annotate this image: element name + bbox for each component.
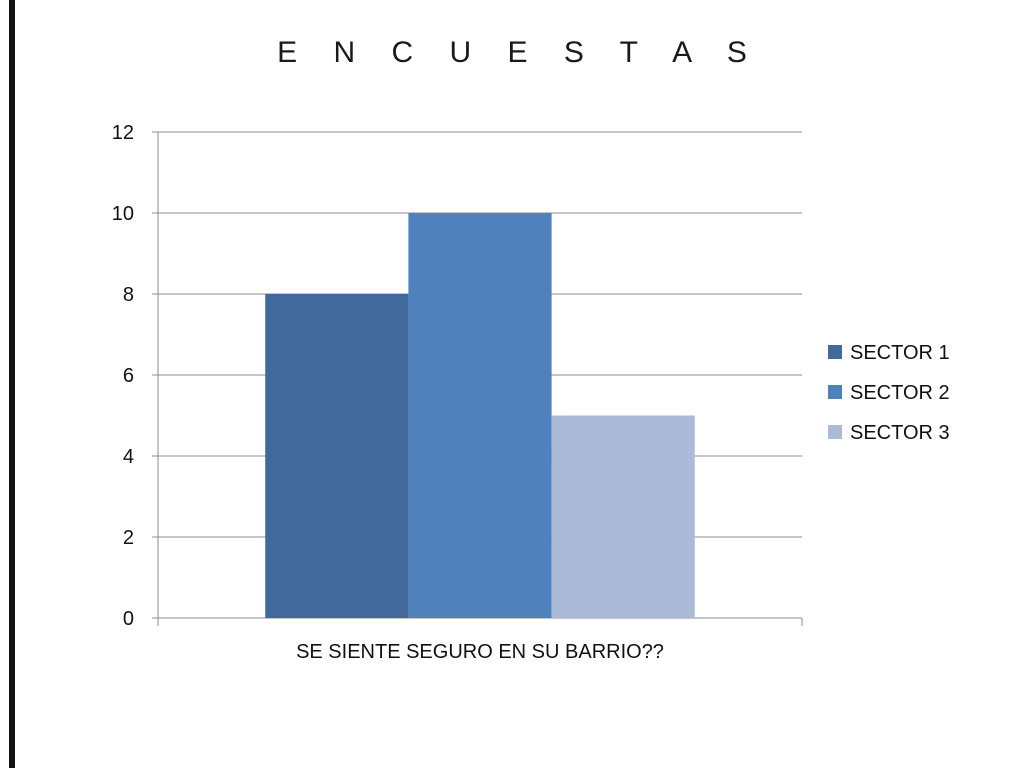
legend-swatch-sector-2 <box>828 385 842 399</box>
legend-swatch-sector-3 <box>828 425 842 439</box>
y-tick-label-10: 10 <box>112 203 134 225</box>
left-border-rule <box>9 0 15 768</box>
legend-label-sector-3: SECTOR 3 <box>850 422 950 444</box>
y-tick-label-6: 6 <box>123 365 134 387</box>
bar-sector-2 <box>408 213 552 618</box>
legend-label-sector-1: SECTOR 1 <box>850 342 950 364</box>
y-tick-label-12: 12 <box>112 122 134 144</box>
legend-swatch-sector-1 <box>828 345 842 359</box>
legend-label-sector-2: SECTOR 2 <box>850 382 950 404</box>
y-tick-label-4: 4 <box>123 446 134 468</box>
bar-sector-1 <box>265 294 409 618</box>
y-tick-label-8: 8 <box>123 284 134 306</box>
slide-title: E N C U E S T A S <box>277 36 761 69</box>
bar-sector-3 <box>551 415 695 618</box>
x-category-label: SE SIENTE SEGURO EN SU BARRIO?? <box>296 641 664 663</box>
y-tick-label-0: 0 <box>123 608 134 630</box>
y-tick-label-2: 2 <box>123 527 134 549</box>
